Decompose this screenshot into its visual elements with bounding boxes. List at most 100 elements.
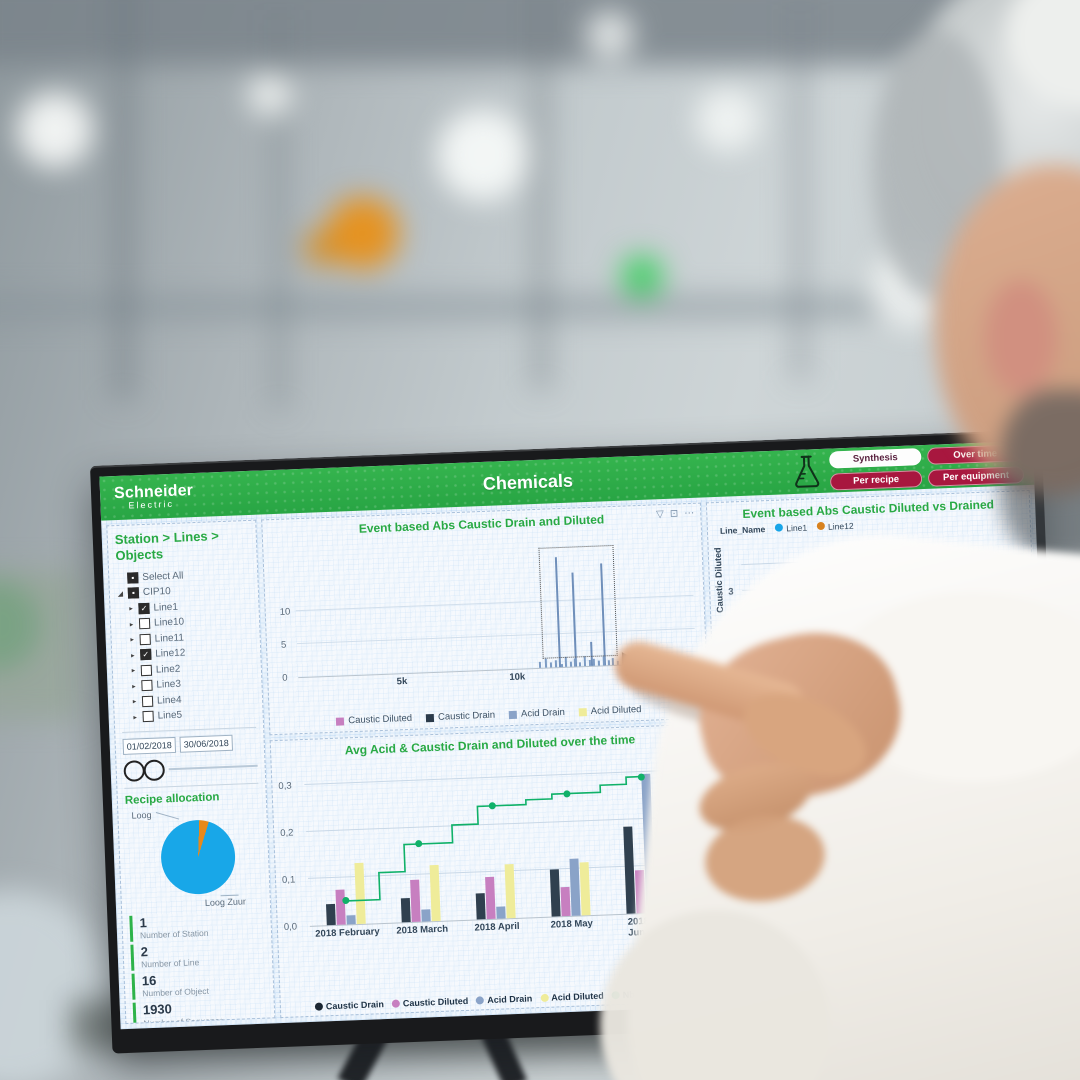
checkbox-checked[interactable]: ✓ xyxy=(140,649,152,661)
selection-rectangle[interactable] xyxy=(538,544,619,660)
caustic-diluted-vs-drained-chart[interactable]: Event based Abs Caustic Diluted vs Drain… xyxy=(705,489,1038,719)
filter-icon[interactable]: ▽ xyxy=(655,509,665,521)
expand-arrow-icon[interactable]: ▸ xyxy=(132,698,137,706)
avg-drain-diluted-chart[interactable]: Avg Acid & Caustic Drain and Diluted ove… xyxy=(269,723,721,1019)
station-table[interactable]: Station Name ▲ CIP10 CIP10 CIP10 CIP10 Line1… xyxy=(714,710,1049,1002)
scatter-point-line12[interactable] xyxy=(770,588,779,598)
nav-button-per-equipment[interactable]: Per equipment xyxy=(927,465,1025,487)
legend-swatch xyxy=(314,1002,324,1011)
right-tick-label: 200 xyxy=(693,858,710,871)
bar[interactable] xyxy=(612,658,615,666)
checkbox-partial[interactable]: ▪ xyxy=(127,587,140,599)
cell-sequence xyxy=(845,807,1033,814)
slider-handle-end[interactable] xyxy=(143,758,166,781)
x-tick-label: 2018 April xyxy=(474,920,520,934)
spike-plot-area[interactable]: 0 5 10 5k 10k 15k xyxy=(280,543,697,687)
scatter-point-line12[interactable] xyxy=(902,600,911,609)
bar[interactable] xyxy=(593,658,596,666)
expand-arrow-icon[interactable]: ▸ xyxy=(132,683,136,691)
right-tick-label: 600 xyxy=(690,764,707,777)
pillar xyxy=(270,10,288,410)
bar[interactable] xyxy=(644,658,647,664)
checkbox-checked[interactable]: ✓ xyxy=(138,602,150,614)
nav-button-synthesis[interactable]: Synthesis xyxy=(828,447,922,469)
bar[interactable] xyxy=(597,660,601,666)
collapse-arrow-icon[interactable]: ◢ xyxy=(117,590,124,598)
scatter-point-line12[interactable] xyxy=(780,625,789,634)
date-to-field[interactable]: 30/06/2018 xyxy=(179,734,234,753)
legend-item-acid-diluted[interactable]: Acid Diluted xyxy=(578,704,642,717)
checkbox-unchecked[interactable] xyxy=(138,618,151,630)
pie-callout-line xyxy=(155,811,180,820)
scatter-point-line12[interactable] xyxy=(998,604,1007,613)
nav-button-over-time[interactable]: Over time xyxy=(926,443,1024,465)
legend-item-caustic-diluted[interactable]: Caustic Diluted xyxy=(336,713,412,727)
cell-sequence xyxy=(848,884,1036,891)
legend-item-caustic-drain[interactable]: Caustic Drain xyxy=(425,710,495,724)
expand-arrow-icon[interactable]: ▸ xyxy=(131,667,136,675)
cell-station: CIP10 xyxy=(725,781,753,794)
scatter-point-line12[interactable] xyxy=(801,615,810,625)
more-options-icon[interactable]: ⋯ xyxy=(684,507,695,520)
expand-arrow-icon[interactable]: ▸ xyxy=(130,636,135,644)
bar[interactable] xyxy=(554,660,557,668)
checkbox-unchecked[interactable] xyxy=(140,664,153,676)
bar[interactable] xyxy=(538,661,541,668)
expand-arrow-icon[interactable]: ▸ xyxy=(133,714,138,722)
legend-label: Acid Diluted xyxy=(551,990,604,1003)
checkbox-unchecked[interactable] xyxy=(142,710,154,723)
legend-swatch xyxy=(391,999,400,1008)
legend-item-line12[interactable]: Line12 xyxy=(816,521,854,532)
checkbox-unchecked[interactable] xyxy=(141,695,154,707)
checkbox-unchecked[interactable] xyxy=(139,633,151,645)
caustic-drain-diluted-chart[interactable]: ▽ ⊡ ⋯ Event based Abs Caustic Drain and Di… xyxy=(261,502,710,736)
pie-chart[interactable] xyxy=(159,818,237,896)
checkbox-unchecked[interactable] xyxy=(141,680,153,692)
scatter-plot-area[interactable]: 1 2 3 xyxy=(728,549,1028,708)
bar[interactable] xyxy=(607,659,610,666)
bar[interactable] xyxy=(583,656,586,667)
slider-handle-start[interactable] xyxy=(123,759,146,782)
date-from-field[interactable]: 01/02/2018 xyxy=(122,736,177,755)
legend-item-acid-diluted[interactable]: Acid Diluted xyxy=(540,991,604,1003)
bar[interactable] xyxy=(650,659,653,664)
date-range-slider[interactable] xyxy=(123,755,258,782)
cell-station: CIP10 xyxy=(724,750,752,763)
checkbox-partial[interactable]: ▪ xyxy=(127,571,139,584)
focus-mode-icon[interactable]: ⊡ xyxy=(669,508,679,520)
scatter-point-line12[interactable] xyxy=(808,654,817,663)
bar[interactable] xyxy=(570,661,573,667)
expand-arrow-icon[interactable]: ▸ xyxy=(129,621,134,629)
scatter-point-line12[interactable] xyxy=(775,603,784,612)
bar[interactable] xyxy=(588,660,591,667)
bar[interactable] xyxy=(638,656,641,665)
legend-item-nb-sequences[interactable]: Nb Sequences xyxy=(611,988,685,1001)
bar[interactable] xyxy=(617,660,620,665)
bar[interactable] xyxy=(578,662,582,667)
legend-item-acid-drain[interactable]: Acid Drain xyxy=(476,993,532,1005)
scatter-point-line12[interactable] xyxy=(822,572,831,581)
recipe-allocation-pie[interactable]: Loog Loog Zuur xyxy=(125,803,263,912)
cell-line: Line12 xyxy=(778,794,809,807)
bar[interactable] xyxy=(560,663,563,668)
bar[interactable] xyxy=(549,662,552,668)
scatter-point-line12[interactable] xyxy=(778,682,787,692)
expand-arrow-icon[interactable]: ▸ xyxy=(130,652,135,660)
line-filter-tree: ▪ Select All ◢ ▪ CIP10 ▸ ✓ Line1 ▸ Line10 ▸ Line11 ▸… xyxy=(116,565,256,725)
bar[interactable] xyxy=(544,658,547,668)
y-tick-label: 0 xyxy=(282,672,288,684)
legend-label: Line1 xyxy=(786,522,808,534)
bar[interactable] xyxy=(573,658,577,667)
combo-plot-area[interactable]: 0,0 0,1 0,2 0,3 0 200 400 600 2018 February 2018 … xyxy=(278,751,712,940)
nav-button-per-recipe[interactable]: Per recipe xyxy=(829,469,923,491)
bar[interactable] xyxy=(632,659,635,665)
legend-item-acid-drain[interactable]: Acid Drain xyxy=(508,707,565,720)
legend-item-line1[interactable]: Line1 xyxy=(775,523,807,534)
legend-item-caustic-drain[interactable]: Caustic Drain xyxy=(314,999,384,1012)
expand-arrow-icon[interactable]: ▸ xyxy=(129,605,133,613)
bokeh-light xyxy=(870,248,950,328)
bar[interactable] xyxy=(602,656,605,666)
legend-item-caustic-diluted[interactable]: Caustic Diluted xyxy=(391,996,468,1009)
cell-sequence xyxy=(843,760,1031,767)
scatter-point-line12[interactable] xyxy=(815,624,825,633)
